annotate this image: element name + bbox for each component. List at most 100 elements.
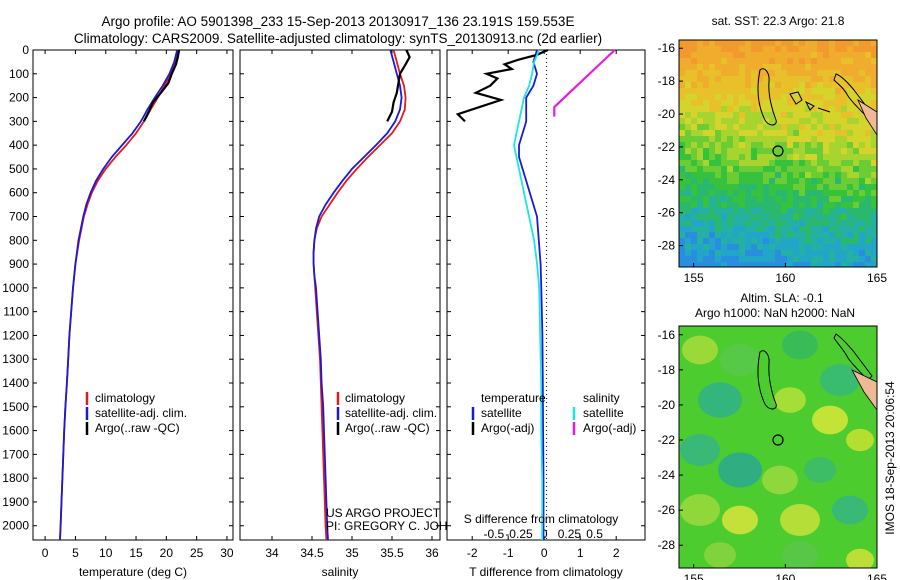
sst-cell bbox=[829, 238, 835, 244]
sst-cell bbox=[865, 178, 871, 184]
sst-cell bbox=[685, 250, 691, 256]
sst-cell bbox=[787, 52, 793, 58]
sst-cell bbox=[847, 244, 853, 250]
sst-cell bbox=[811, 82, 817, 88]
sst-cell bbox=[841, 238, 847, 244]
depth-tick-label: 800 bbox=[9, 233, 29, 247]
x-tick-label: 34 bbox=[265, 546, 279, 560]
sst-cell bbox=[769, 226, 775, 232]
sst-cell bbox=[715, 100, 721, 106]
sst-cell bbox=[817, 196, 823, 202]
sst-cell bbox=[703, 106, 709, 112]
sst-cell bbox=[733, 208, 739, 214]
sst-cell bbox=[811, 88, 817, 94]
sst-cell bbox=[841, 154, 847, 160]
sst-cell bbox=[775, 154, 781, 160]
sst-cell bbox=[823, 154, 829, 160]
sst-cell bbox=[727, 226, 733, 232]
sla-map-lat-ticks: -16 -18 -20 -22 -24 -26 -28 bbox=[658, 328, 683, 552]
sst-cell bbox=[739, 190, 745, 196]
sst-cell bbox=[853, 46, 859, 52]
sst-cell bbox=[679, 202, 685, 208]
sst-cell bbox=[721, 94, 727, 100]
sst-cell bbox=[835, 88, 841, 94]
sst-cell bbox=[709, 178, 715, 184]
sst-cell bbox=[805, 238, 811, 244]
temperature-panel: 0100200300400500600700800900100011001200… bbox=[2, 43, 234, 579]
sst-cell bbox=[763, 184, 769, 190]
legend-label-climatology: climatology bbox=[345, 391, 405, 405]
sst-cell bbox=[853, 154, 859, 160]
sst-cell bbox=[871, 238, 877, 244]
sst-cell bbox=[715, 214, 721, 220]
sst-cell bbox=[757, 178, 763, 184]
sst-cell bbox=[733, 100, 739, 106]
sst-cell bbox=[733, 262, 739, 267]
pi-credit: PI: GREGORY C. JOHNSON bbox=[326, 519, 482, 533]
sst-cell bbox=[709, 100, 715, 106]
island-mark bbox=[789, 91, 831, 113]
sst-cell bbox=[775, 244, 781, 250]
sst-cell bbox=[859, 232, 865, 238]
sst-cell bbox=[829, 136, 835, 142]
sst-cell bbox=[703, 82, 709, 88]
sst-cell bbox=[817, 220, 823, 226]
depth-tick-label: 2000 bbox=[2, 519, 29, 533]
sst-cell bbox=[871, 88, 877, 94]
sst-cell bbox=[865, 172, 871, 178]
sst-cell bbox=[805, 184, 811, 190]
sst-cell bbox=[853, 232, 859, 238]
sst-cell bbox=[745, 214, 751, 220]
sst-cell bbox=[817, 64, 823, 70]
sst-cell bbox=[739, 262, 745, 267]
sst-cell bbox=[781, 250, 787, 256]
sst-cell bbox=[703, 202, 709, 208]
sst-cell bbox=[817, 178, 823, 184]
legend-label-climatology: climatology bbox=[95, 391, 155, 405]
sst-cell bbox=[757, 100, 763, 106]
sst-cell bbox=[799, 88, 805, 94]
sst-cell bbox=[739, 118, 745, 124]
sst-cell bbox=[799, 220, 805, 226]
depth-tick-label: 1200 bbox=[2, 328, 29, 342]
sst-cell bbox=[721, 244, 727, 250]
sst-cell bbox=[829, 172, 835, 178]
sst-cell bbox=[871, 46, 877, 52]
sst-cell bbox=[751, 262, 757, 267]
sst-cell bbox=[715, 82, 721, 88]
sst-cell bbox=[787, 100, 793, 106]
sst-cell bbox=[835, 130, 841, 136]
sst-cell bbox=[733, 226, 739, 232]
sst-cell bbox=[787, 160, 793, 166]
sst-cell bbox=[865, 82, 871, 88]
sst-cell bbox=[745, 100, 751, 106]
sst-cell bbox=[745, 70, 751, 76]
sst-cell bbox=[763, 166, 769, 172]
depth-tick-label: 600 bbox=[9, 186, 29, 200]
sst-cell bbox=[721, 172, 727, 178]
sst-cell bbox=[793, 178, 799, 184]
sst-cell bbox=[871, 166, 877, 172]
sst-cell bbox=[811, 214, 817, 220]
sst-cell bbox=[871, 208, 877, 214]
sst-cell bbox=[739, 220, 745, 226]
sst-cell bbox=[721, 142, 727, 148]
sla-blob bbox=[846, 428, 874, 452]
sst-cell bbox=[739, 214, 745, 220]
x-tick-label: 2 bbox=[613, 546, 620, 560]
sst-cell bbox=[697, 226, 703, 232]
sst-cell bbox=[823, 88, 829, 94]
sst-cell bbox=[703, 154, 709, 160]
sst-cell bbox=[721, 136, 727, 142]
sst-cell bbox=[757, 64, 763, 70]
sst-cell bbox=[751, 208, 757, 214]
sst-cell bbox=[709, 136, 715, 142]
sst-cell bbox=[793, 160, 799, 166]
sst-cell bbox=[817, 154, 823, 160]
sst-cell bbox=[805, 112, 811, 118]
sst-cell bbox=[709, 82, 715, 88]
sst-cell bbox=[775, 208, 781, 214]
sst-cell bbox=[775, 52, 781, 58]
sst-cell bbox=[679, 52, 685, 58]
depth-tick-label: 1600 bbox=[2, 424, 29, 438]
